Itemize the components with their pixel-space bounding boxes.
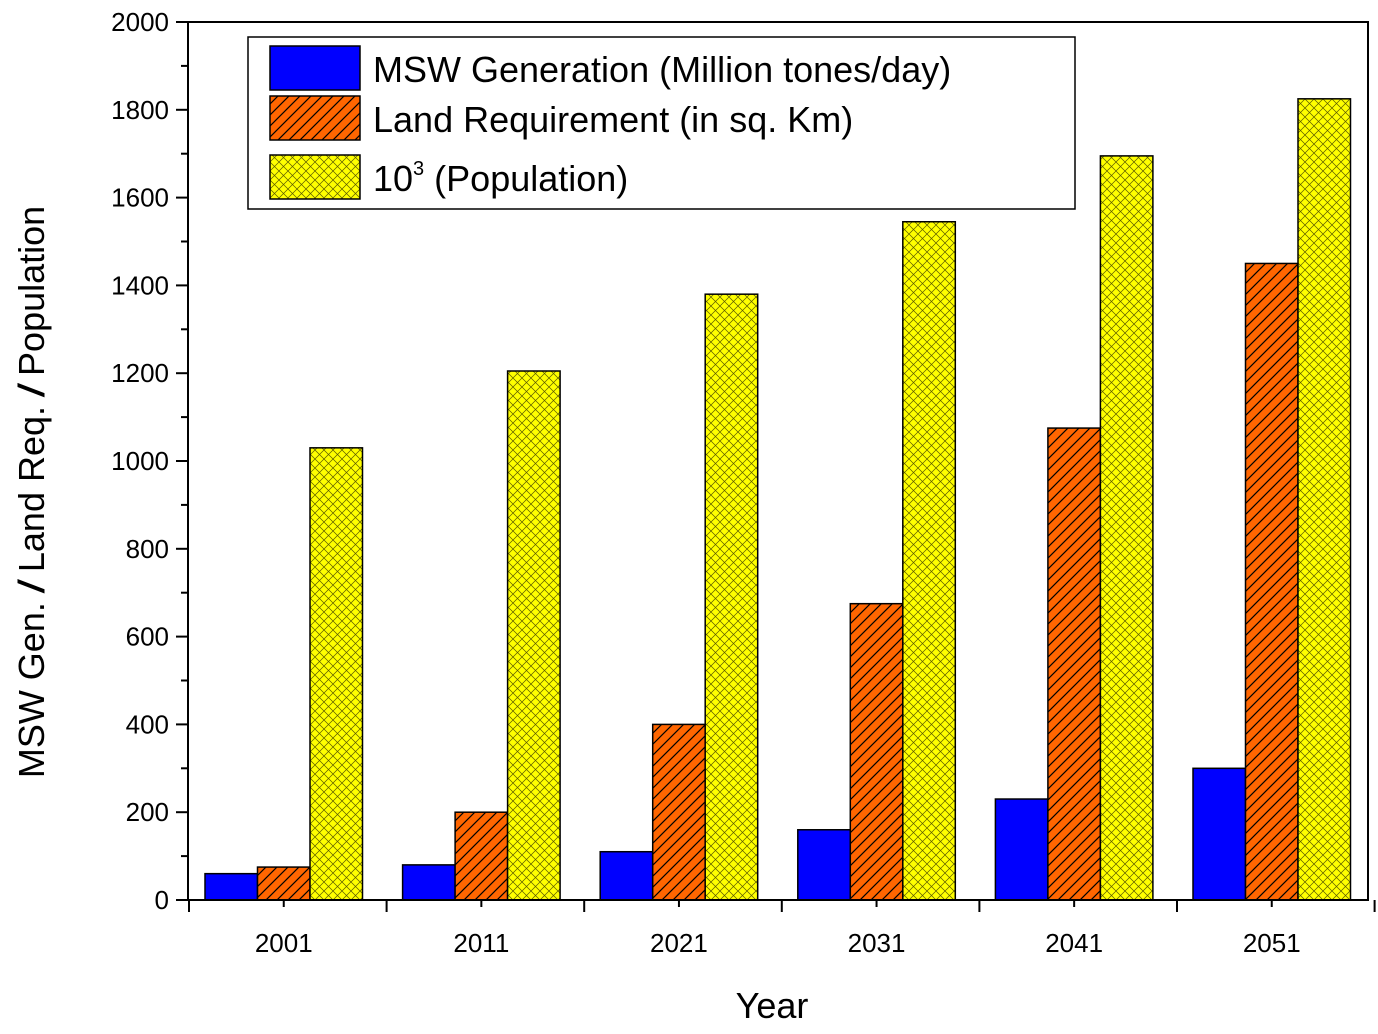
bar-population-2021: [704, 293, 759, 901]
y-tick-label: 1000: [111, 446, 169, 476]
legend-swatch-msw: [269, 45, 361, 91]
legend-label-population: 103 (Population): [373, 158, 628, 199]
x-tick-label-2001: 2001: [255, 928, 313, 958]
bar-land-2031: [849, 602, 904, 901]
bar-msw-2051: [1192, 767, 1247, 901]
y-axis-title-part2: Land Req.: [11, 396, 52, 582]
bar-land-2001: [256, 866, 311, 901]
legend-swatch-population: [269, 154, 361, 200]
legend-box: [247, 36, 1076, 210]
legend-label-msw: MSW Generation (Million tones/day): [373, 49, 951, 90]
y-tick-label: 0: [155, 885, 169, 915]
y-axis-title-part3: Population: [11, 206, 52, 386]
legend-swatch-land: [269, 95, 361, 141]
y-tick-label: 1600: [111, 183, 169, 213]
y-axis-title-part1: MSW Gen.: [11, 592, 52, 778]
x-axis-title: Year: [736, 985, 809, 1026]
bar-land-2021: [651, 723, 706, 901]
y-axis-title: MSW Gen. / Land Req. / Population: [11, 206, 52, 778]
bar-msw-2011: [401, 864, 456, 901]
bar-msw-2001: [204, 872, 259, 901]
bar-msw-2031: [797, 829, 852, 901]
y-axis-title-sep2: /: [11, 382, 52, 398]
x-tick-label-2051: 2051: [1243, 928, 1301, 958]
bar-population-2041: [1099, 155, 1154, 901]
y-axis-title-sep1: /: [11, 578, 52, 594]
bar-population-2031: [902, 220, 957, 901]
bar-land-2041: [1047, 427, 1102, 901]
bar-population-2051: [1297, 98, 1352, 901]
bar-population-2001: [309, 447, 364, 901]
legend: MSW Generation (Million tones/day) Land …: [247, 36, 1076, 210]
y-tick-label: 200: [126, 797, 169, 827]
x-tick-label-2021: 2021: [650, 928, 708, 958]
y-tick-label: 1200: [111, 358, 169, 388]
bars-layer: [204, 98, 1352, 901]
y-tick-label: 800: [126, 534, 169, 564]
legend-label-population-base: 10: [373, 158, 413, 199]
bar-msw-2021: [599, 850, 654, 901]
y-tick-label: 600: [126, 622, 169, 652]
bar-land-2051: [1244, 262, 1299, 901]
legend-label-population-rest: (Population): [424, 158, 628, 199]
y-tick-label: 2000: [111, 7, 169, 37]
x-axis: 2001 2011 2021 2031 2041 2051: [188, 900, 1376, 958]
y-tick-label: 1800: [111, 95, 169, 125]
y-tick-label: 400: [126, 709, 169, 739]
bar-land-2011: [454, 811, 509, 901]
y-tick-label: 1400: [111, 270, 169, 300]
legend-label-land: Land Requirement (in sq. Km): [373, 99, 853, 140]
bar-msw-2041: [994, 798, 1049, 901]
y-axis: 0 200 400 600 800 1000 1200 1400 1600 1800 2000: [111, 7, 188, 915]
x-tick-label-2011: 2011: [453, 928, 509, 958]
bar-population-2011: [506, 370, 561, 901]
x-tick-label-2041: 2041: [1045, 928, 1103, 958]
legend-label-population-sup: 3: [413, 158, 424, 180]
x-tick-label-2031: 2031: [848, 928, 906, 958]
